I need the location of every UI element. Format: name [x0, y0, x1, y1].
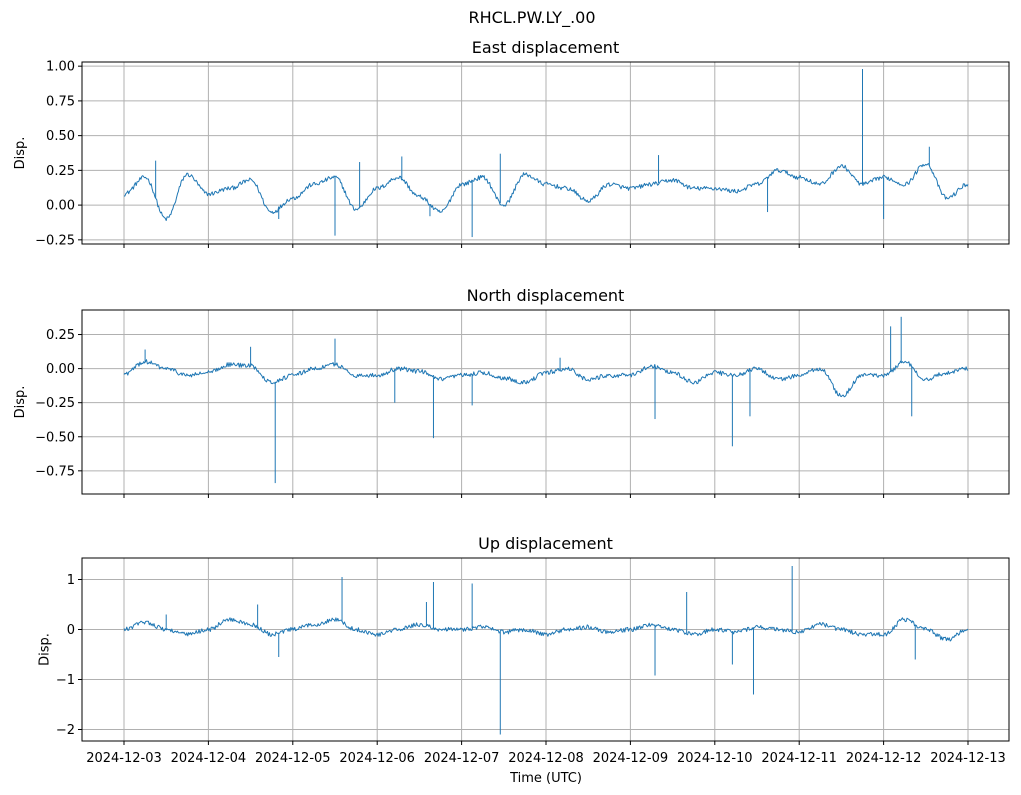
- north-ytick-label: 0.00: [46, 362, 75, 377]
- east-y-axis-label: Disp.: [13, 137, 28, 170]
- up-ytick-label: 0: [67, 623, 75, 638]
- xtick-label: 2024-12-12: [846, 751, 922, 766]
- east-displacement-trace: [123, 163, 969, 221]
- xtick-label: 2024-12-05: [255, 751, 331, 766]
- north-panel: −0.75 −0.50 −0.25 0.00 0.25 North displacemen…: [13, 286, 1010, 498]
- north-grid: [82, 310, 1009, 494]
- north-y-axis-label: Disp.: [13, 386, 28, 419]
- x-axis-label: Time (UTC): [509, 771, 582, 786]
- xtick-label: 2024-12-08: [508, 751, 584, 766]
- xtick-label: 2024-12-09: [593, 751, 669, 766]
- east-grid: [82, 62, 1009, 244]
- up-displacement-trace: [123, 617, 969, 642]
- up-panel-title: Up displacement: [478, 534, 613, 553]
- xtick-label: 2024-12-04: [171, 751, 247, 766]
- up-panel: −2 −1 0 1 2024-12-03 2024-12-04 2024-12-05 2024…: [38, 534, 1010, 766]
- up-ytick-label: −2: [56, 723, 75, 738]
- up-grid: [82, 558, 1009, 741]
- north-ytick-label: 0.25: [46, 328, 75, 343]
- east-ytick-label: 0.00: [46, 199, 75, 214]
- east-panel-title: East displacement: [472, 38, 619, 57]
- north-displacement-trace: [123, 359, 969, 398]
- xtick-label: 2024-12-07: [424, 751, 500, 766]
- east-ytick-label: 0.25: [46, 164, 75, 179]
- xtick-label: 2024-12-11: [761, 751, 837, 766]
- up-ytick-label: −1: [56, 673, 75, 688]
- north-ytick-label: −0.25: [35, 396, 75, 411]
- east-panel: −0.25 0.00 0.25 0.50 0.75 1.00 East displaceme…: [13, 38, 1010, 248]
- east-ytick-label: 0.75: [46, 94, 75, 109]
- north-ytick-label: −0.50: [35, 430, 75, 445]
- east-ytick-label: 1.00: [46, 60, 75, 75]
- xtick-label: 2024-12-06: [339, 751, 415, 766]
- xtick-label: 2024-12-10: [677, 751, 753, 766]
- xtick-label: 2024-12-03: [86, 751, 162, 766]
- up-ytick-label: 1: [67, 573, 75, 588]
- figure-title: RHCL.PW.LY_.00: [468, 8, 595, 28]
- xtick-label: 2024-12-13: [930, 751, 1006, 766]
- east-ytick-label: −0.25: [35, 233, 75, 248]
- north-ytick-label: −0.75: [35, 464, 75, 479]
- up-y-axis-label: Disp.: [38, 633, 53, 666]
- panels: −0.25 0.00 0.25 0.50 0.75 1.00 East displaceme…: [13, 38, 1010, 766]
- north-panel-title: North displacement: [467, 286, 625, 305]
- east-ytick-label: 0.50: [46, 129, 75, 144]
